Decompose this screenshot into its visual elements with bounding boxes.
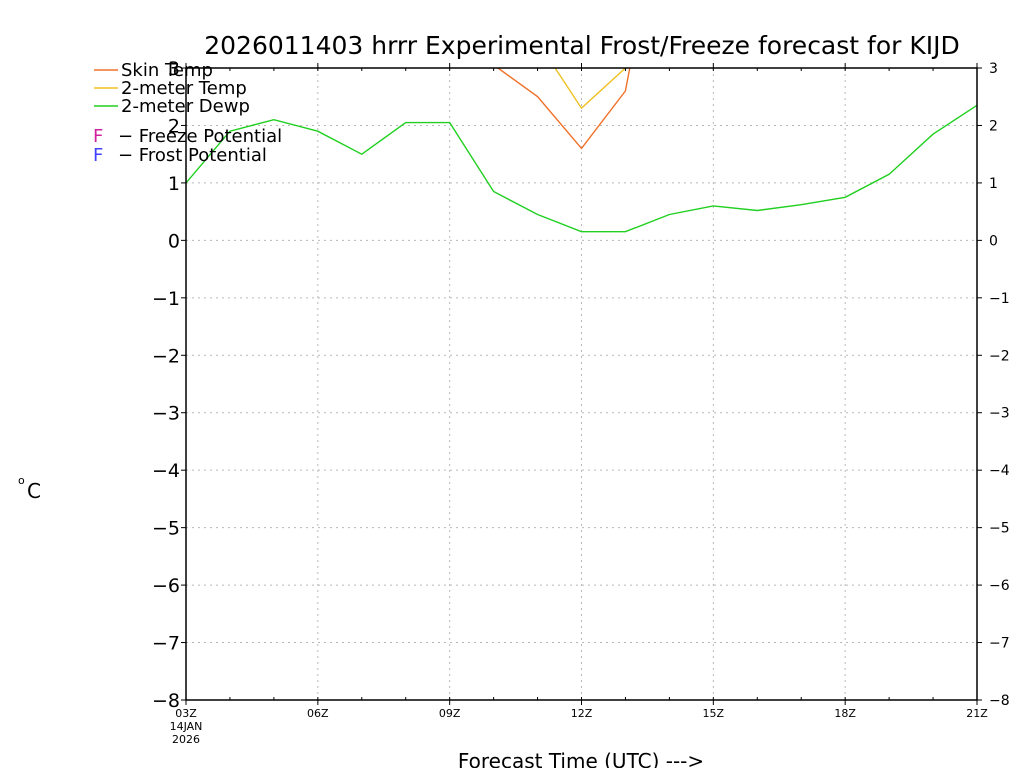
y-tick-label-right: −6: [989, 578, 1010, 594]
series-layer: [186, 68, 977, 233]
y-tick-label-left: −8: [152, 690, 180, 712]
y-tick-label-left: −3: [152, 403, 180, 425]
grid-layer: [186, 68, 977, 700]
x-tick-label: 15Z: [703, 707, 725, 720]
y-tick-label-right: −3: [989, 406, 1010, 422]
legend-label-1: Skin Temp: [121, 60, 213, 81]
x-tick-label: 06Z: [307, 707, 329, 720]
y-tick-label-right: 2: [989, 118, 998, 134]
x-tick-label: 21Z: [966, 707, 988, 720]
y-tick-label-right: −5: [989, 521, 1010, 537]
plot-frame: [185, 67, 978, 701]
y-tick-label-right: −7: [989, 636, 1010, 652]
y-tick-label-right: −1: [989, 291, 1010, 307]
2-meter-dewp-line: [186, 104, 977, 233]
y-tick-label-left: −5: [152, 518, 180, 540]
x-date-sublabel: 2026: [172, 733, 200, 746]
potential-letter-2: F: [93, 145, 103, 166]
potential-label-1: − Freeze Potential: [118, 126, 282, 147]
chart-title: 2026011403 hrrr Experimental Frost/Freez…: [204, 31, 960, 60]
skin-temp-line: [497, 68, 631, 150]
x-date-sublabel: 14JAN: [170, 720, 203, 733]
potential-label-2: − Frost Potential: [118, 145, 267, 166]
x-tick-label: 09Z: [439, 707, 461, 720]
y-tick-label-left: 0: [168, 230, 180, 252]
y-tick-label-right: −2: [989, 348, 1010, 364]
y-tick-label-right: 3: [989, 61, 998, 77]
y-tick-label-right: 0: [989, 233, 998, 249]
legend-label-2: 2-meter Temp: [121, 78, 247, 99]
x-axis-label: Forecast Time (UTC) --->: [458, 749, 704, 768]
y-axis-label-unit: C: [27, 479, 41, 503]
potential-letter-1: F: [93, 126, 103, 147]
y-tick-label-right: 1: [989, 176, 998, 192]
y-tick-label-left: −4: [152, 460, 180, 482]
y-tick-label-left: 1: [168, 173, 180, 195]
y-tick-label-right: −8: [989, 693, 1010, 709]
y-tick-label-left: −6: [152, 575, 180, 597]
series-group: [186, 68, 977, 233]
x-tick-label: 18Z: [834, 707, 856, 720]
y-axis-label-degree: o: [18, 474, 25, 487]
y-tick-label-left: −2: [152, 345, 180, 367]
y-axis-label: o C: [18, 474, 41, 503]
x-tick-label: 12Z: [571, 707, 593, 720]
tick-layer: −8 −8 −7 −7 −6 −6 −5 −5 −4 −4 −3 −3 −2 −2 −1 −1 0 0 1 1 2 2 3 3…: [152, 58, 1010, 746]
2-meter-temp-line: [554, 68, 626, 110]
y-tick-label-left: 2: [168, 115, 180, 137]
y-tick-label-left: 3: [168, 58, 180, 80]
y-tick-label-left: −7: [152, 633, 180, 655]
y-tick-label-right: −4: [989, 463, 1010, 479]
y-tick-label-left: −1: [152, 288, 180, 310]
x-tick-label: 03Z: [175, 707, 197, 720]
legend-label-3: 2-meter Dewp: [121, 96, 250, 117]
